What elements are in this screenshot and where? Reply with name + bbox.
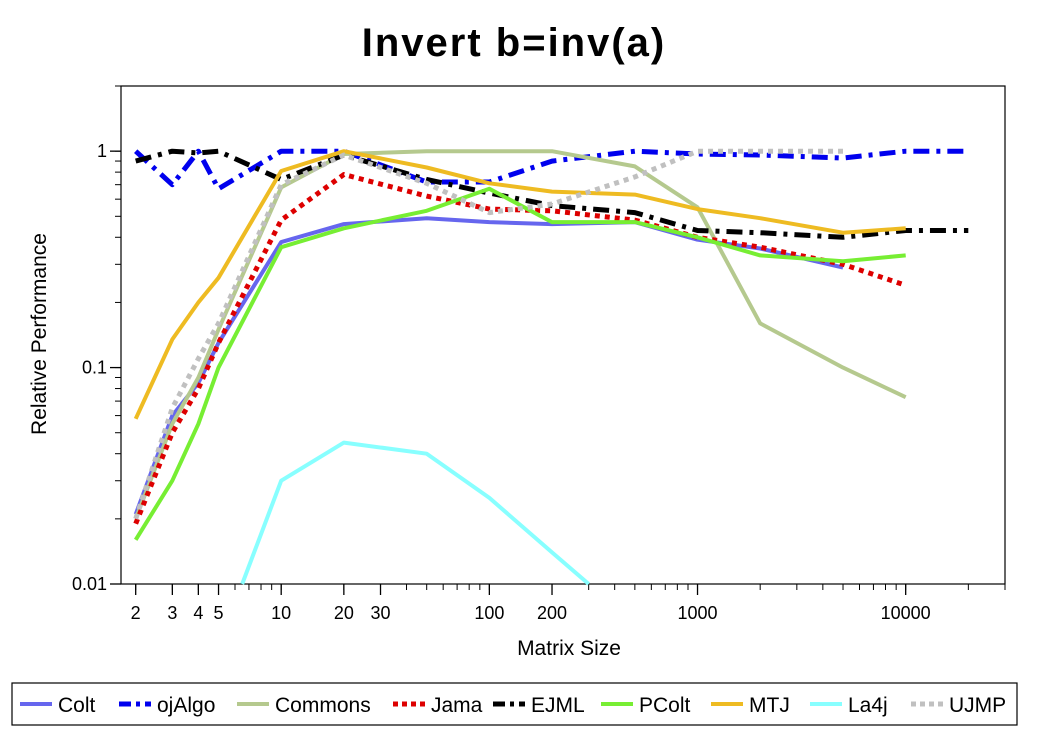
series-line-mtj — [133, 149, 906, 420]
x-tick-label: 30 — [370, 603, 390, 623]
y-axis-label: Relative Performance — [28, 233, 51, 435]
x-tick-label: 10000 — [881, 603, 931, 623]
series-line-ejml — [135, 148, 969, 240]
x-tick-label: 3 — [167, 603, 177, 623]
legend-label-mtj: MTJ — [749, 694, 790, 717]
series-line-ujmp — [133, 148, 843, 520]
legend-label-ojalgo: ojAlgo — [157, 694, 215, 717]
legend-label-commons: Commons — [275, 694, 371, 717]
series-layer — [133, 148, 969, 586]
series-line-pcolt — [133, 186, 906, 541]
x-tick-label: 100 — [474, 603, 504, 623]
legend: Colt ojAlgo Commons Jama EJML PColt MTJ La4j UJM… — [20, 694, 1006, 717]
legend-label-pcolt: PColt — [639, 694, 691, 717]
legend-label-colt: Colt — [58, 694, 96, 717]
legend-label-jama: Jama — [431, 694, 483, 717]
x-tick-label: 5 — [214, 603, 224, 623]
x-axis-label: Matrix Size — [517, 637, 621, 660]
series-line-commons — [133, 149, 907, 520]
legend-label-ejml: EJML — [531, 694, 585, 717]
chart-title: Invert b=inv(a) — [362, 21, 667, 65]
legend-label-la4j: La4j — [848, 694, 888, 717]
y-tick-label: 0.1 — [82, 358, 107, 378]
x-tick-label: 10 — [271, 603, 291, 623]
axis-ticks: 2 3 4 5 10 20 30 100 200 1000 10000 0.01 0.1 1 — [72, 85, 1006, 623]
x-tick-label: 1000 — [677, 603, 717, 623]
x-tick-label: 2 — [131, 603, 141, 623]
y-tick-label: 0.01 — [72, 574, 107, 594]
series-line-la4j — [240, 440, 591, 586]
plot-frame — [120, 85, 1006, 585]
x-tick-label: 20 — [334, 603, 354, 623]
x-tick-label: 200 — [537, 603, 567, 623]
legend-label-ujmp: UJMP — [949, 694, 1006, 717]
y-tick-label: 1 — [97, 141, 107, 161]
x-tick-label: 4 — [193, 603, 203, 623]
series-line-jama — [133, 172, 907, 525]
legend-box — [11, 682, 1018, 726]
